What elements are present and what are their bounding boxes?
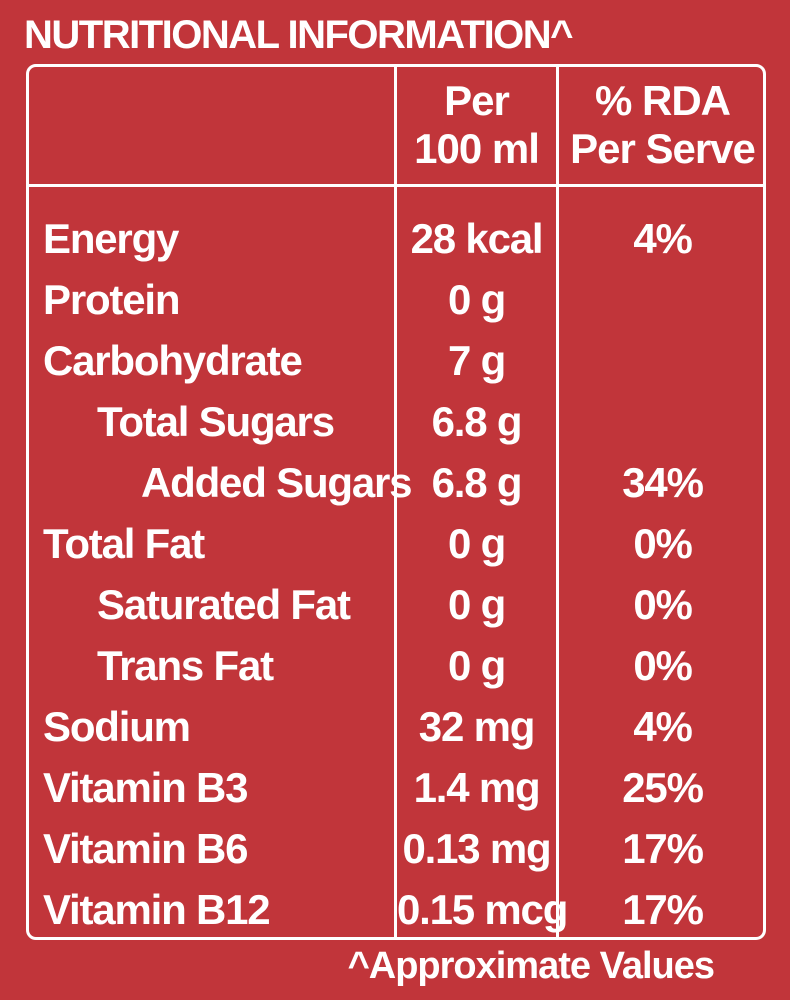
column-header-per-100ml-line2: 100 ml <box>414 125 540 172</box>
nutrition-table: Per 100 ml % RDA Per Serve Energy 28 kca… <box>26 64 766 940</box>
nutrient-name: Carbohydrate <box>43 337 303 384</box>
nutrient-name: Vitamin B6 <box>43 825 248 872</box>
nutrient-name: Trans Fat <box>97 642 274 689</box>
rda-value: 4% <box>633 215 693 262</box>
nutrition-title: NUTRITIONAL INFORMATION^ <box>24 13 574 57</box>
nutrient-rows: Energy 28 kcal 4% Protein 0 g Carbohydra… <box>29 208 763 940</box>
nutrient-name: Protein <box>43 276 180 323</box>
nutrient-name: Vitamin B3 <box>43 764 248 811</box>
rda-value: 0% <box>633 581 693 628</box>
nutrient-name: Sodium <box>43 703 191 750</box>
column-header-per-100ml: Per 100 ml <box>397 77 556 173</box>
nutrient-name: Energy <box>43 215 179 262</box>
table-row: Trans Fat 0 g 0% <box>29 635 763 696</box>
nutrient-name: Saturated Fat <box>97 581 351 628</box>
table-row: Vitamin B3 1.4 mg 25% <box>29 757 763 818</box>
nutrient-name: Total Fat <box>43 520 205 567</box>
rda-value: 34% <box>622 459 704 506</box>
column-header-rda-line1: % RDA <box>594 77 731 124</box>
per-100ml-value: 0 g <box>447 642 506 689</box>
rda-value: 17% <box>622 886 704 933</box>
per-100ml-value: 32 mg <box>418 703 536 750</box>
table-row: Sodium 32 mg 4% <box>29 696 763 757</box>
table-row: Carbohydrate 7 g <box>29 330 763 391</box>
nutrient-name: Vitamin B12 <box>43 886 271 933</box>
table-row: Total Sugars 6.8 g <box>29 391 763 452</box>
rda-value: 4% <box>633 703 693 750</box>
per-100ml-value: 6.8 g <box>431 398 523 445</box>
column-header-rda-line2: Per Serve <box>570 125 756 172</box>
column-header-per-100ml-line1: Per <box>444 77 510 124</box>
column-header-rda: % RDA Per Serve <box>559 77 766 173</box>
per-100ml-value: 0.15 mcg <box>397 886 568 933</box>
per-100ml-value: 6.8 g <box>431 459 523 506</box>
per-100ml-value: 0 g <box>447 520 506 567</box>
table-row: Vitamin B6 0.13 mg 17% <box>29 818 763 879</box>
header-divider <box>29 184 763 187</box>
table-row: Saturated Fat 0 g 0% <box>29 574 763 635</box>
per-100ml-value: 7 g <box>447 337 506 384</box>
per-100ml-value: 0.13 mg <box>402 825 551 872</box>
rda-value: 0% <box>633 520 693 567</box>
nutrient-name: Total Sugars <box>97 398 335 445</box>
table-row: Protein 0 g <box>29 269 763 330</box>
per-100ml-value: 0 g <box>447 276 506 323</box>
column-divider-2 <box>556 67 559 937</box>
per-100ml-value: 28 kcal <box>410 215 544 262</box>
table-row: Total Fat 0 g 0% <box>29 513 763 574</box>
rda-value: 25% <box>622 764 704 811</box>
nutrient-name: Added Sugars <box>141 459 413 506</box>
rda-value: 17% <box>622 825 704 872</box>
per-100ml-value: 0 g <box>447 581 506 628</box>
table-row: Energy 28 kcal 4% <box>29 208 763 269</box>
table-row: Vitamin B12 0.15 mcg 17% <box>29 879 763 940</box>
per-100ml-value: 1.4 mg <box>413 764 541 811</box>
column-divider-1 <box>394 67 397 937</box>
table-row: Added Sugars 6.8 g 34% <box>29 452 763 513</box>
rda-value: 0% <box>633 642 693 689</box>
approximate-values-footnote: ^Approximate Values <box>347 945 715 987</box>
